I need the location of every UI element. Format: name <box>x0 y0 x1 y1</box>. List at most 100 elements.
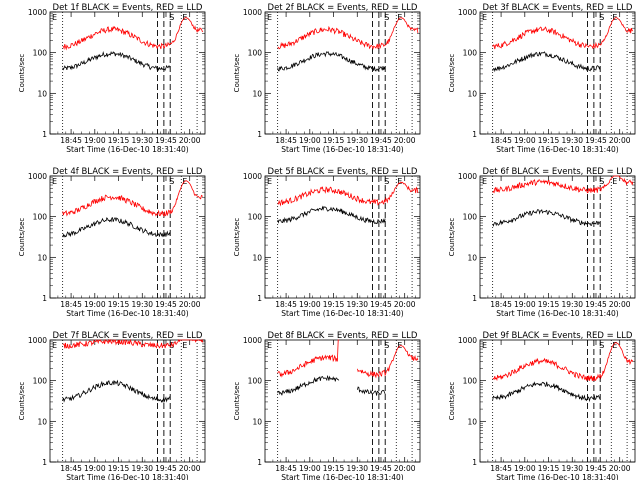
x-tick-label: 19:45 <box>585 136 607 145</box>
x-tick-label: 19:15 <box>323 136 345 145</box>
marker-label-E2: E <box>612 177 617 186</box>
y-tick-label: 100 <box>248 49 263 58</box>
panel-det-3: Det 3f BLACK = Events, RED = LLD 1 10 100 10… <box>448 3 636 154</box>
panel-det-9: Det 9f BLACK = Events, RED = LLD 1 10 100 10… <box>448 331 636 480</box>
x-tick-label: 19:45 <box>155 464 177 473</box>
marker-label-E: E <box>52 341 57 350</box>
x-tick-label: 18:45 <box>275 300 297 309</box>
x-tick-label: 19:00 <box>514 300 536 309</box>
marker-label-E: E <box>52 13 57 22</box>
panel-det-8: Det 8f BLACK = Events, RED = LLD 1 10 100 10… <box>233 331 421 480</box>
series-lld-line <box>492 342 634 382</box>
plot-frame <box>479 11 636 135</box>
y-tick-label: 1000 <box>458 172 477 181</box>
y-tick-label: 1 <box>42 458 47 467</box>
marker-label-E2: E <box>397 177 402 186</box>
x-tick-label: 19:15 <box>323 300 345 309</box>
y-axis-label: Counts/sec <box>18 54 26 93</box>
series-events-line <box>277 51 386 72</box>
series-events-line <box>62 50 171 72</box>
plot-frame <box>479 339 636 463</box>
panel-det-6: Det 6f BLACK = Events, RED = LLD 1 10 100 10… <box>448 167 636 318</box>
y-tick-label: 1 <box>472 458 477 467</box>
marker-label-S: S <box>599 13 604 22</box>
x-axis-label: Start Time (16-Dec-10 18:31:40) <box>66 473 188 480</box>
y-tick-label: 1000 <box>28 172 47 181</box>
x-tick-label: 20:00 <box>394 464 416 473</box>
x-tick-label: 20:00 <box>394 300 416 309</box>
marker-label-E: E <box>482 13 487 22</box>
x-axis-label: Start Time (16-Dec-10 18:31:40) <box>496 145 618 154</box>
x-tick-label: 19:30 <box>561 136 583 145</box>
y-tick-label: 10 <box>252 89 262 98</box>
x-tick-label: 19:00 <box>299 300 321 309</box>
y-tick-label: 1000 <box>458 8 477 17</box>
x-tick-label: 18:45 <box>275 464 297 473</box>
x-tick-label: 19:30 <box>346 136 368 145</box>
series-lld-line <box>277 181 419 207</box>
panel-title: Det 5f BLACK = Events, RED = LLD <box>268 167 418 177</box>
x-tick-label: 19:45 <box>585 300 607 309</box>
marker-label-E: E <box>267 341 272 350</box>
marker-label-E2: E <box>397 13 402 22</box>
y-tick-label: 100 <box>248 377 263 386</box>
y-tick-label: 1000 <box>243 336 262 345</box>
y-axis-label: Counts/sec <box>233 218 241 257</box>
x-axis-label: Start Time (16-Dec-10 18:31:40) <box>281 145 403 154</box>
y-tick-label: 10 <box>467 417 477 426</box>
series-events-line <box>492 381 601 403</box>
x-tick-label: 20:00 <box>179 300 201 309</box>
series-events-line <box>277 205 386 225</box>
panel-det-1: Det 1f BLACK = Events, RED = LLD 1 10 100 10… <box>18 3 206 154</box>
x-tick-label: 19:15 <box>538 464 560 473</box>
x-tick-label: 18:45 <box>275 136 297 145</box>
x-tick-label: 20:00 <box>179 136 201 145</box>
x-tick-label: 18:45 <box>490 136 512 145</box>
series-events-line <box>62 379 171 404</box>
series-lld-line <box>357 345 419 379</box>
marker-label-E2: E <box>182 341 187 350</box>
y-axis-label: Counts/sec <box>448 54 456 93</box>
marker-label-S: S <box>169 341 174 350</box>
x-axis-label: Start Time (16-Dec-10 18:31:40) <box>66 145 188 154</box>
panel-det-7: Det 7f BLACK = Events, RED = LLD 1 10 100 10… <box>18 331 206 480</box>
marker-label-E: E <box>267 177 272 186</box>
x-tick-label: 20:00 <box>394 136 416 145</box>
panel-det-2: Det 2f BLACK = Events, RED = LLD 1 10 100 10… <box>233 3 421 154</box>
marker-label-E2: E <box>397 341 402 350</box>
marker-label-E: E <box>267 13 272 22</box>
panel-title: Det 8f BLACK = Events, RED = LLD <box>268 331 418 341</box>
x-axis-label: Start Time (16-Dec-10 18:31:40) <box>496 473 618 480</box>
y-axis-label: Counts/sec <box>233 382 241 421</box>
y-tick-label: 100 <box>248 213 263 222</box>
y-tick-label: 1 <box>42 130 47 139</box>
y-tick-label: 10 <box>467 253 477 262</box>
x-tick-label: 19:45 <box>155 136 177 145</box>
panel-title: Det 4f BLACK = Events, RED = LLD <box>53 167 203 177</box>
y-tick-label: 1 <box>257 294 262 303</box>
series-events-line <box>62 217 171 238</box>
x-tick-label: 19:15 <box>108 300 130 309</box>
x-tick-label: 19:45 <box>370 136 392 145</box>
y-tick-label: 1000 <box>243 8 262 17</box>
y-tick-label: 100 <box>33 213 48 222</box>
marker-label-S: S <box>169 13 174 22</box>
panel-title: Det 1f BLACK = Events, RED = LLD <box>53 3 203 13</box>
panel-title: Det 6f BLACK = Events, RED = LLD <box>483 167 633 177</box>
series-lld-line <box>492 17 633 50</box>
marker-label-E2: E <box>182 13 187 22</box>
series-events-line <box>492 208 601 227</box>
y-tick-label: 1000 <box>28 8 47 17</box>
x-tick-label: 19:00 <box>84 300 106 309</box>
y-tick-label: 1000 <box>458 336 477 345</box>
plot-frame <box>479 175 636 299</box>
x-tick-label: 19:15 <box>108 464 130 473</box>
plot-frame <box>49 175 206 299</box>
x-tick-label: 19:45 <box>585 464 607 473</box>
x-tick-label: 19:00 <box>84 464 106 473</box>
marker-label-S: S <box>599 341 604 350</box>
x-axis-label: Start Time (16-Dec-10 18:31:40) <box>281 309 403 318</box>
x-axis-label: Start Time (16-Dec-10 18:31:40) <box>496 309 618 318</box>
panel-title: Det 9f BLACK = Events, RED = LLD <box>483 331 633 341</box>
y-tick-label: 1 <box>257 458 262 467</box>
